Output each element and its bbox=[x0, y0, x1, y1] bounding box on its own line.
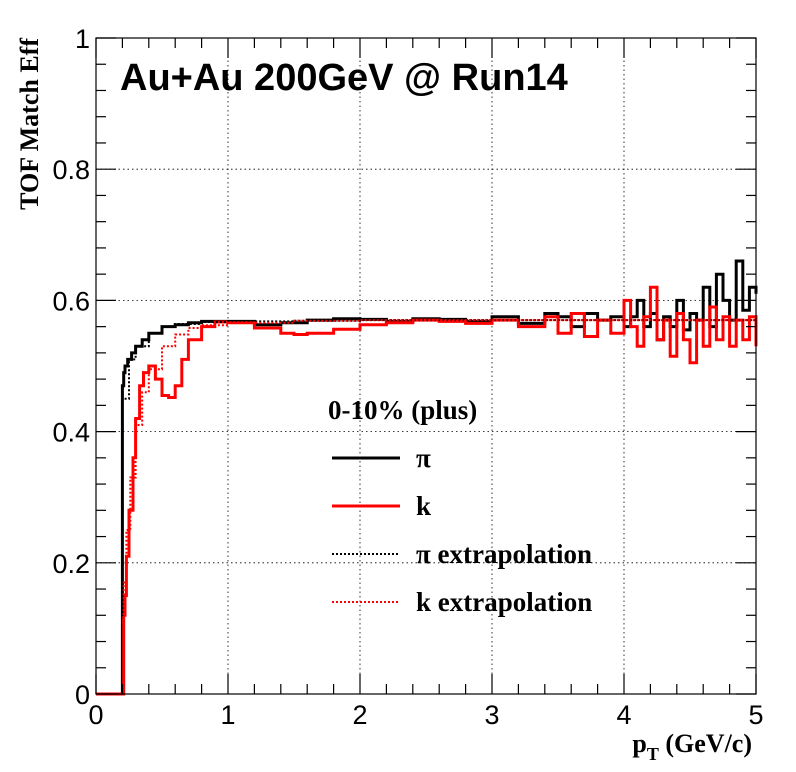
y-tick-label: 1 bbox=[75, 24, 90, 54]
y-tick-label: 0.4 bbox=[52, 418, 90, 448]
y-tick-label: 0.6 bbox=[52, 286, 90, 316]
series-line-2 bbox=[121, 319, 756, 617]
y-tick-label: 0 bbox=[75, 680, 90, 710]
legend-title: 0-10% (plus) bbox=[328, 395, 477, 425]
x-tick-label: 5 bbox=[748, 700, 763, 730]
grid bbox=[96, 38, 756, 694]
data-series bbox=[96, 259, 758, 696]
x-axis-title: pT (GeV/c) bbox=[632, 729, 752, 764]
x-tick-label: 1 bbox=[220, 700, 235, 730]
y-tick-label: 0.2 bbox=[52, 549, 90, 579]
series-line-3 bbox=[122, 319, 756, 623]
x-axis-title-main: p bbox=[632, 729, 646, 758]
legend: 0-10% (plus) πk π extrapolation k extrapol… bbox=[328, 395, 592, 617]
series-line-1 bbox=[96, 285, 758, 696]
x-axis-title-subscript: T bbox=[647, 744, 659, 764]
legend-entry-label: k extrapolation bbox=[416, 587, 592, 617]
x-tick-label: 0 bbox=[88, 700, 103, 730]
tick-labels: 0 1 2 3 4 5 0 0.2 0.4 0.6 0.8 1 bbox=[52, 24, 763, 730]
x-tick-label: 2 bbox=[352, 700, 367, 730]
y-tick-label: 0.8 bbox=[52, 155, 90, 185]
legend-entry-label: π bbox=[416, 443, 431, 473]
legend-entry-label: π extrapolation bbox=[416, 539, 592, 569]
chart-title: Au+Au 200GeV @ Run14 bbox=[120, 57, 568, 99]
axis-ticks bbox=[95, 37, 757, 695]
legend-entry-label: k bbox=[416, 491, 431, 521]
x-tick-label: 4 bbox=[616, 700, 631, 730]
y-axis-title: TOF Match Eff bbox=[15, 38, 44, 210]
x-tick-label: 3 bbox=[484, 700, 499, 730]
plot-frame bbox=[95, 37, 757, 695]
x-axis-title-unit: (GeV/c) bbox=[659, 729, 752, 758]
